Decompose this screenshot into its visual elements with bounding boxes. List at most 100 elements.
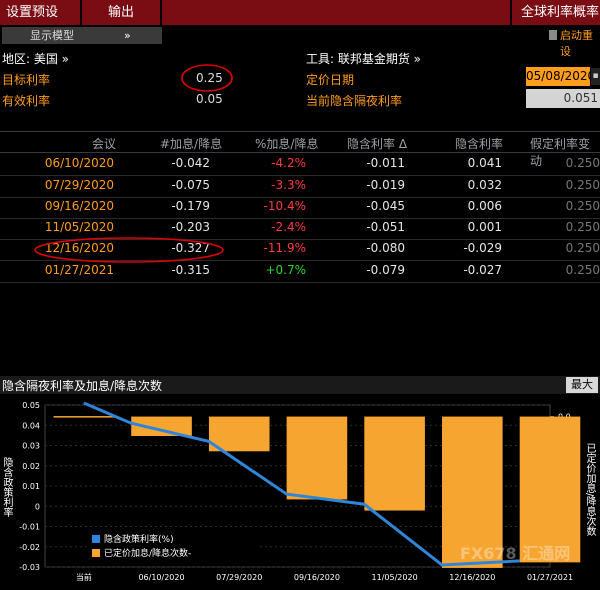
hikes-cell: -0.179 (171, 199, 210, 213)
x-tick-label: 11/05/2020 (372, 573, 418, 582)
dec-meeting-annotation-ellipse (34, 237, 224, 263)
pct-change-cell: -11.9% (263, 241, 306, 255)
assumed-rate-cell: 0.250 (565, 263, 600, 277)
chart-title: 隐含隔夜利率及加息/降息次数 (2, 379, 163, 393)
bar-11/05/2020 (364, 416, 425, 511)
hikes-cell: -0.203 (171, 220, 210, 234)
meeting-date-cell[interactable]: 07/29/2020 (44, 178, 114, 192)
row-divider (0, 282, 600, 283)
y2-axis-label: 已定价加息/降息次数 (584, 443, 595, 537)
assumed-rate-cell: 0.250 (565, 220, 600, 234)
display-mode-button[interactable]: 显示模型 » (2, 27, 162, 44)
row-divider (0, 175, 600, 176)
y-tick-label: 0.01 (22, 482, 40, 491)
assumed-rate-cell: 0.250 (565, 199, 600, 213)
display-mode-label: 显示模型 (30, 29, 74, 42)
y-tick-label: 0 (35, 502, 40, 511)
bar-06/10/2020 (131, 416, 192, 437)
chart-legend: 隐含政策利率(%) 已定价加息/降息次数- (88, 531, 258, 563)
row-divider (0, 197, 600, 198)
y-axis-label: 隐含政策利率 (1, 457, 12, 517)
col-header-rate: 隐含利率 (455, 137, 504, 151)
implied-rate-cell: 0.041 (467, 156, 502, 170)
autoupdate-checkbox[interactable] (549, 30, 557, 40)
col-header-rate-delta: 隐含利率 Δ (347, 137, 408, 151)
x-tick-label: 12/16/2020 (449, 573, 495, 582)
implied-rate-cell: 0.006 (467, 199, 502, 213)
target-rate-annotation-ellipse (181, 64, 233, 92)
implied-rate-cell: -0.027 (463, 263, 502, 277)
rate-delta-cell: -0.019 (366, 178, 405, 192)
y-tick-label: 0.03 (22, 442, 40, 451)
autoupdate-label: 启动重设 (560, 29, 593, 58)
toolbar-divider (80, 0, 82, 25)
top-toolbar (0, 0, 600, 25)
meeting-date-cell[interactable]: 06/10/2020 (44, 156, 114, 170)
toolbar-divider (510, 0, 512, 25)
bar-current (53, 416, 115, 418)
rate-delta-cell: -0.051 (366, 220, 405, 234)
window-title: 全球利率概率 (521, 5, 600, 20)
overnight-rate-label: 当前隐含隔夜利率 (306, 94, 403, 108)
target-rate-label: 目标利率 (2, 73, 51, 87)
meeting-date-cell[interactable]: 09/16/2020 (44, 199, 114, 213)
legend-swatch-rate (92, 535, 100, 543)
row-divider (0, 218, 600, 219)
x-tick-label: 06/10/2020 (138, 573, 184, 582)
region-selector[interactable]: 地区: 美国 » (2, 52, 70, 66)
pct-change-cell: -4.2% (271, 156, 306, 170)
y-tick-label: 0.04 (22, 421, 40, 430)
meeting-date-cell[interactable]: 11/05/2020 (44, 220, 114, 234)
row-divider (0, 260, 600, 261)
pct-change-cell: +0.7% (265, 263, 306, 277)
fx678-watermark: FX678 汇通网 (460, 544, 571, 563)
toolbar-divider (160, 0, 162, 25)
implied-rate-cell: -0.029 (463, 241, 502, 255)
pricing-date-input[interactable]: 05/08/2020 (526, 67, 595, 86)
hikes-cell: -0.075 (171, 178, 210, 192)
output-button[interactable]: 输出 (108, 5, 135, 20)
rate-chart: 0.050.040.030.020.010-0.01-0.02-0.030.0-… (19, 401, 581, 582)
col-header-hikes: #加息/降息 (160, 137, 223, 151)
effective-rate-label: 有效利率 (2, 94, 51, 108)
rate-delta-cell: -0.080 (366, 241, 405, 255)
settings-preset-button[interactable]: 设置预设 (6, 5, 59, 20)
y-tick-label: 0.02 (22, 462, 40, 471)
effective-rate-value: 0.05 (196, 92, 223, 106)
assumed-rate-cell: 0.250 (565, 178, 600, 192)
divider (0, 131, 600, 132)
row-divider (0, 239, 600, 240)
x-tick-label: 当前 (76, 572, 92, 582)
divider (0, 152, 600, 153)
bar-09/16/2020 (286, 416, 348, 500)
instrument-selector[interactable]: 工具: 联邦基金期货 » (306, 52, 422, 66)
y-tick-label: -0.02 (19, 543, 40, 552)
implied-rate-line (83, 401, 520, 567)
calendar-icon[interactable]: ▪ (591, 68, 600, 85)
rate-delta-cell: -0.011 (366, 156, 405, 170)
pct-change-cell: -2.4% (271, 220, 306, 234)
pct-change-cell: -3.3% (271, 178, 306, 192)
bar-01/27/2021 (519, 416, 581, 563)
maximize-button[interactable]: 最大化 (566, 377, 598, 407)
hikes-cell: -0.042 (171, 156, 210, 170)
rate-delta-cell: -0.045 (366, 199, 405, 213)
hikes-cell: -0.327 (171, 241, 210, 255)
pricing-date-label: 定价日期 (306, 73, 355, 87)
x-tick-label: 07/29/2020 (216, 573, 262, 582)
col-header-meeting: 会议 (92, 137, 117, 151)
assumed-rate-cell: 0.250 (565, 241, 600, 255)
rate-delta-cell: -0.079 (366, 263, 405, 277)
y-tick-label: -0.03 (19, 563, 40, 572)
implied-rate-cell: 0.001 (467, 220, 502, 234)
chevron-right-icon: » (124, 29, 131, 42)
col-header-pct: %加息/降息 (255, 137, 319, 151)
legend-swatch-hikes (92, 549, 100, 557)
meeting-date-cell[interactable]: 01/27/2021 (44, 263, 114, 277)
hikes-cell: -0.315 (171, 263, 210, 277)
meeting-date-cell[interactable]: 12/16/2020 (44, 241, 114, 255)
y-tick-label: 0.05 (22, 401, 40, 410)
bar-07/29/2020 (208, 416, 270, 452)
x-tick-label: 01/27/2021 (527, 573, 573, 582)
legend-label-hikes: 已定价加息/降息次数- (104, 549, 192, 559)
